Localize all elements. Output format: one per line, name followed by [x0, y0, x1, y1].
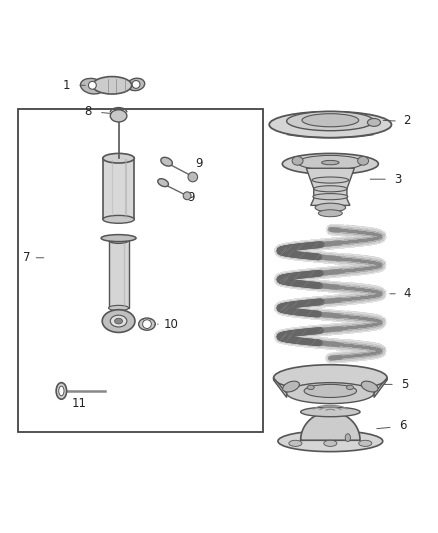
- Ellipse shape: [297, 156, 363, 170]
- Ellipse shape: [324, 440, 337, 446]
- Ellipse shape: [161, 157, 173, 166]
- Ellipse shape: [292, 157, 303, 165]
- Text: 3: 3: [394, 173, 402, 185]
- Circle shape: [132, 80, 140, 88]
- Ellipse shape: [59, 386, 64, 395]
- Ellipse shape: [81, 78, 104, 94]
- Ellipse shape: [283, 381, 300, 392]
- Ellipse shape: [110, 315, 127, 327]
- Ellipse shape: [274, 365, 387, 391]
- Ellipse shape: [127, 78, 145, 91]
- Ellipse shape: [346, 385, 353, 390]
- Ellipse shape: [304, 384, 357, 398]
- Ellipse shape: [103, 154, 134, 163]
- Ellipse shape: [109, 305, 129, 311]
- Bar: [18, 109, 263, 432]
- Circle shape: [143, 320, 151, 328]
- Ellipse shape: [103, 215, 134, 223]
- Text: 7: 7: [23, 251, 31, 264]
- Text: 8: 8: [85, 105, 92, 118]
- Bar: [103, 158, 134, 220]
- Ellipse shape: [269, 111, 392, 138]
- Polygon shape: [306, 168, 354, 205]
- Text: 9: 9: [196, 157, 203, 171]
- Ellipse shape: [321, 160, 339, 165]
- Ellipse shape: [357, 157, 368, 165]
- Polygon shape: [274, 378, 287, 398]
- Text: 10: 10: [163, 318, 178, 330]
- Ellipse shape: [367, 118, 381, 126]
- Ellipse shape: [359, 440, 372, 446]
- Polygon shape: [300, 412, 360, 440]
- Ellipse shape: [313, 193, 348, 200]
- Ellipse shape: [314, 185, 347, 192]
- Ellipse shape: [289, 440, 302, 446]
- Ellipse shape: [345, 434, 350, 441]
- Text: 6: 6: [399, 419, 406, 432]
- Ellipse shape: [283, 154, 378, 174]
- Ellipse shape: [300, 407, 360, 417]
- Text: 11: 11: [72, 397, 87, 410]
- Polygon shape: [374, 378, 387, 398]
- Ellipse shape: [109, 237, 129, 244]
- Ellipse shape: [110, 110, 127, 122]
- Ellipse shape: [318, 210, 343, 217]
- Ellipse shape: [312, 177, 349, 183]
- Ellipse shape: [287, 111, 374, 131]
- Circle shape: [183, 192, 191, 200]
- Text: 2: 2: [403, 114, 410, 127]
- Text: 1: 1: [63, 79, 70, 92]
- Ellipse shape: [101, 235, 136, 241]
- Ellipse shape: [56, 383, 67, 399]
- Ellipse shape: [315, 203, 346, 212]
- Ellipse shape: [158, 179, 169, 187]
- Ellipse shape: [139, 318, 155, 330]
- Ellipse shape: [361, 381, 378, 392]
- Circle shape: [88, 82, 96, 89]
- Bar: [109, 240, 129, 308]
- Ellipse shape: [302, 114, 359, 127]
- Ellipse shape: [102, 310, 135, 333]
- Text: 9: 9: [187, 191, 194, 204]
- Text: 4: 4: [403, 287, 410, 300]
- Ellipse shape: [307, 385, 314, 390]
- Ellipse shape: [115, 318, 123, 324]
- Ellipse shape: [92, 77, 132, 94]
- Ellipse shape: [278, 431, 383, 451]
- Circle shape: [188, 172, 198, 182]
- Ellipse shape: [287, 383, 374, 403]
- Text: 5: 5: [401, 378, 408, 391]
